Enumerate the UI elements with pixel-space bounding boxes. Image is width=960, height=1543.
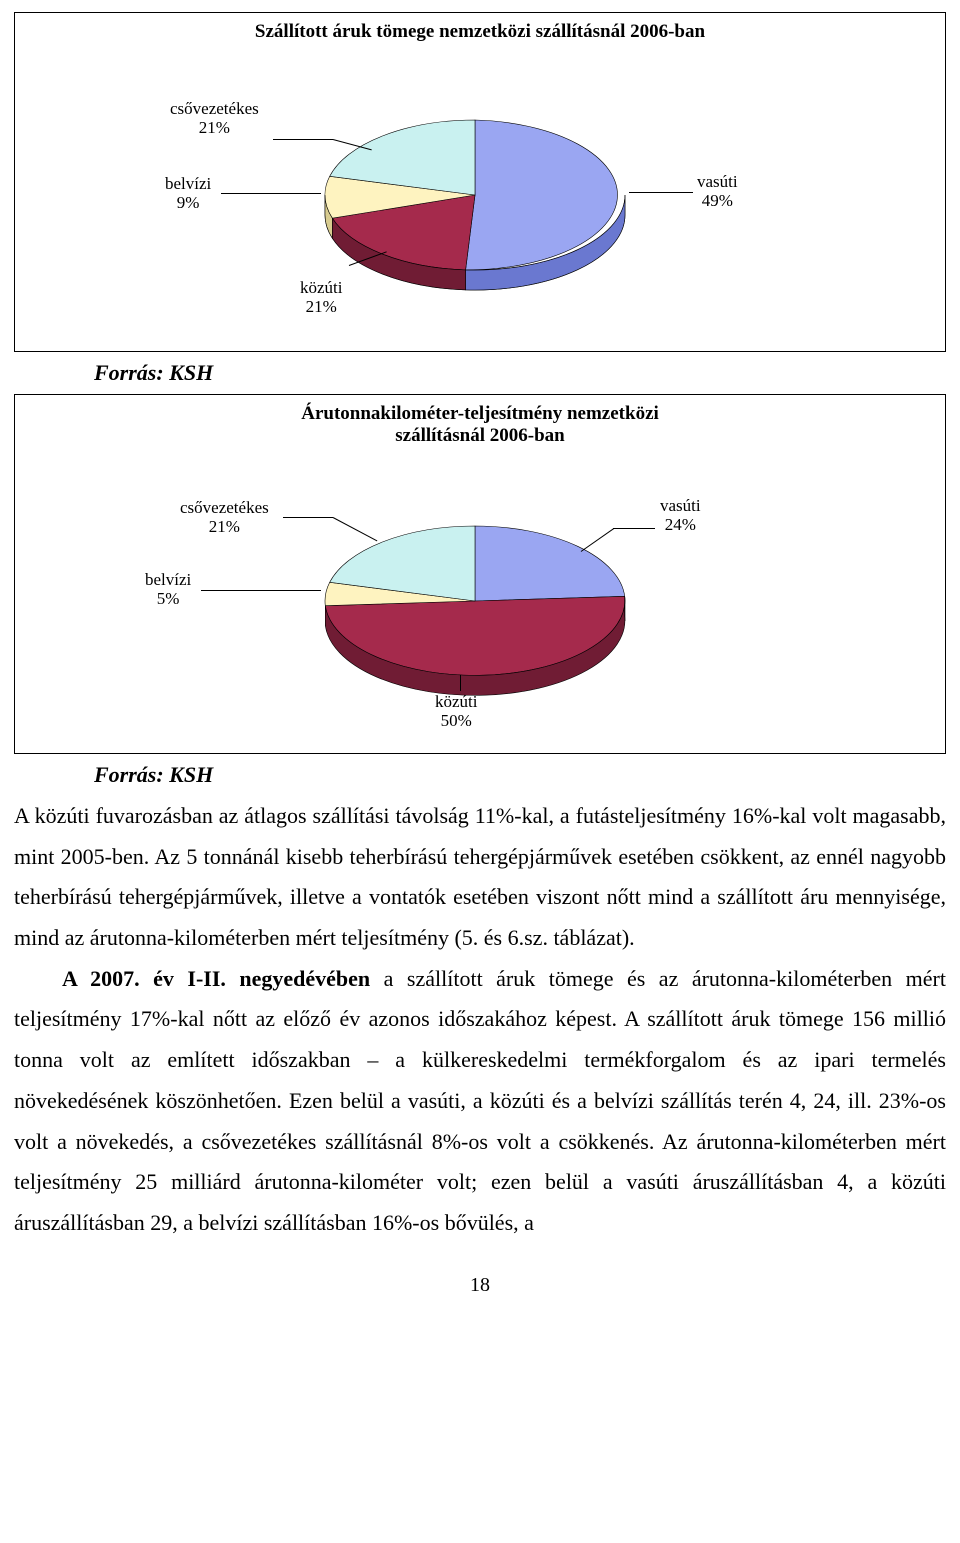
chart2-label-kozuti: közúti 50% bbox=[435, 693, 478, 730]
chart1-belvizi-pct: 9% bbox=[177, 193, 200, 212]
paragraph-2-bold: A 2007. év I-II. negyedévében bbox=[62, 966, 370, 991]
leader-line bbox=[460, 675, 461, 691]
chart1-label-vasuti: vasúti 49% bbox=[697, 173, 738, 210]
chart-1-frame: Szállított áruk tömege nemzetközi szállí… bbox=[14, 12, 946, 352]
leader-line bbox=[221, 193, 321, 194]
chart1-belvizi-name: belvízi bbox=[165, 174, 211, 193]
chart1-csovezetek-pct: 21% bbox=[199, 118, 230, 137]
chart1-vasuti-name: vasúti bbox=[697, 172, 738, 191]
chart2-csovezetek-name: csővezetékes bbox=[180, 498, 269, 517]
source-1: Forrás: KSH bbox=[94, 360, 946, 386]
chart-2-title-line2: szállításnál 2006-ban bbox=[15, 425, 945, 451]
chart1-csovezetek-name: csővezetékes bbox=[170, 99, 259, 118]
paragraph-1: A közúti fuvarozásban az átlagos szállít… bbox=[14, 803, 946, 950]
chart2-label-csovezetek: csővezetékes 21% bbox=[180, 499, 269, 536]
source-2: Forrás: KSH bbox=[94, 762, 946, 788]
chart-1-area: csővezetékes 21% belvízi 9% közúti 21% v… bbox=[15, 45, 945, 335]
chart2-label-vasuti: vasúti 24% bbox=[660, 497, 701, 534]
chart2-belvizi-name: belvízi bbox=[145, 570, 191, 589]
chart2-csovezetek-pct: 21% bbox=[209, 517, 240, 536]
body-paragraphs: A közúti fuvarozásban az átlagos szállít… bbox=[14, 796, 946, 1244]
chart2-vasuti-name: vasúti bbox=[660, 496, 701, 515]
chart2-kozuti-pct: 50% bbox=[441, 711, 472, 730]
chart-2-frame: Árutonnakilométer-teljesítmény nemzetköz… bbox=[14, 394, 946, 754]
leader-line bbox=[273, 139, 333, 140]
paragraph-2-rest: a szállított áruk tömege és az árutonna-… bbox=[14, 966, 946, 1235]
leader-line bbox=[201, 590, 321, 591]
chart2-label-belvizi: belvízi 5% bbox=[145, 571, 191, 608]
leader-line bbox=[283, 517, 333, 518]
chart2-vasuti-pct: 24% bbox=[665, 515, 696, 534]
chart1-label-csovezetek: csővezetékes 21% bbox=[170, 100, 259, 137]
chart1-kozuti-name: közúti bbox=[300, 278, 343, 297]
chart1-label-kozuti: közúti 21% bbox=[300, 279, 343, 316]
leader-line bbox=[613, 528, 655, 529]
chart-2-area: csővezetékes 21% belvízi 5% közúti 50% v… bbox=[15, 451, 945, 741]
chart-1-title: Szállított áruk tömege nemzetközi szállí… bbox=[15, 13, 945, 45]
chart1-vasuti-pct: 49% bbox=[702, 191, 733, 210]
chart1-label-belvizi: belvízi 9% bbox=[165, 175, 211, 212]
leader-line bbox=[629, 192, 693, 193]
chart1-kozuti-pct: 21% bbox=[306, 297, 337, 316]
chart2-kozuti-name: közúti bbox=[435, 692, 478, 711]
chart-2-title-line1: Árutonnakilométer-teljesítmény nemzetköz… bbox=[15, 395, 945, 425]
page-number: 18 bbox=[14, 1274, 946, 1297]
chart2-belvizi-pct: 5% bbox=[157, 589, 180, 608]
